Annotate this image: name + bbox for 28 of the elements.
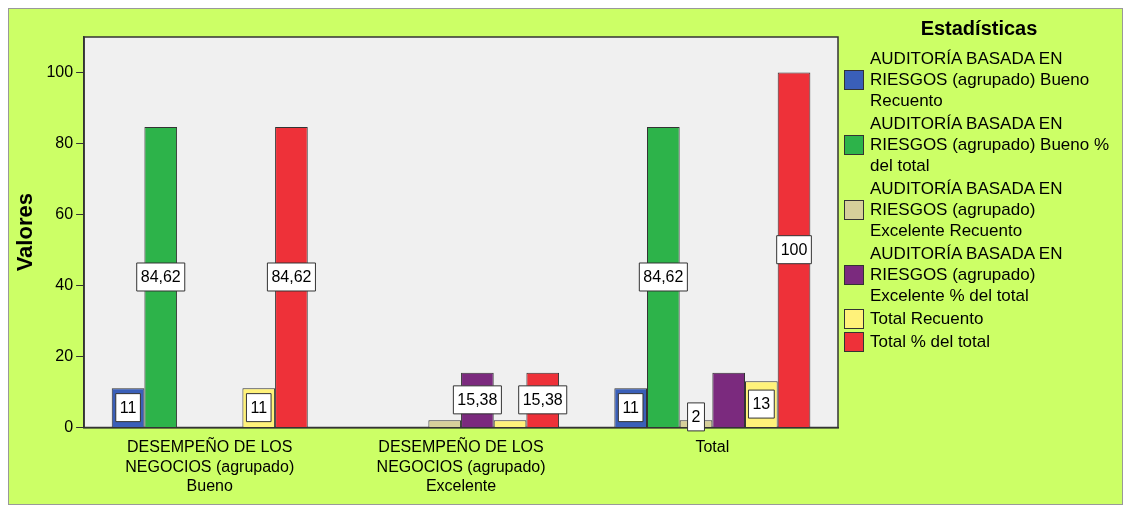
data-label: 2: [691, 408, 701, 426]
legend-label: AUDITORÍA BASADA EN RIESGOS (agrupado) Excelente Recuento: [870, 178, 1064, 241]
y-tick-label: 20: [55, 346, 74, 364]
legend-label: AUDITORÍA BASADA EN RIESGOS (agrupado) Bueno Recuento: [870, 48, 1091, 111]
x-tick-label: Total: [695, 438, 730, 456]
y-tick-label: 60: [55, 204, 74, 222]
legend-label: AUDITORÍA BASADA EN RIESGOS (agrupado) Excelente % del total: [870, 243, 1064, 306]
data-label: 11: [250, 399, 268, 417]
y-tick-label: 80: [55, 133, 74, 151]
data-label: 84,62: [140, 268, 181, 286]
y-tick-label: 0: [64, 417, 74, 435]
y-tick-label: 40: [55, 275, 74, 293]
data-label: 15,38: [522, 391, 563, 409]
data-label: 11: [622, 399, 640, 417]
data-label: 84,62: [271, 268, 312, 286]
legend-label: AUDITORÍA BASADA EN RIESGOS (agrupado) Bueno % del total: [870, 113, 1111, 176]
legend-label: Total % del total: [870, 331, 991, 352]
legend-title: Estadísticas: [919, 17, 1039, 40]
data-label: 100: [780, 241, 808, 259]
y-axis-title: Valores: [12, 193, 38, 272]
y-tick-label: 100: [46, 62, 74, 80]
x-tick-label: DESEMPEÑO DE LOS NEGOCIOS (agrupado) Bueno: [125, 436, 295, 494]
x-tick-label: DESEMPEÑO DE LOS NEGOCIOS (agrupado) Excelente: [376, 436, 546, 494]
data-label: 11: [119, 399, 137, 417]
legend-label: Total Recuento: [870, 308, 984, 329]
data-label: 15,38: [457, 391, 498, 409]
data-label: 13: [752, 395, 771, 413]
data-label: 84,62: [643, 268, 684, 286]
